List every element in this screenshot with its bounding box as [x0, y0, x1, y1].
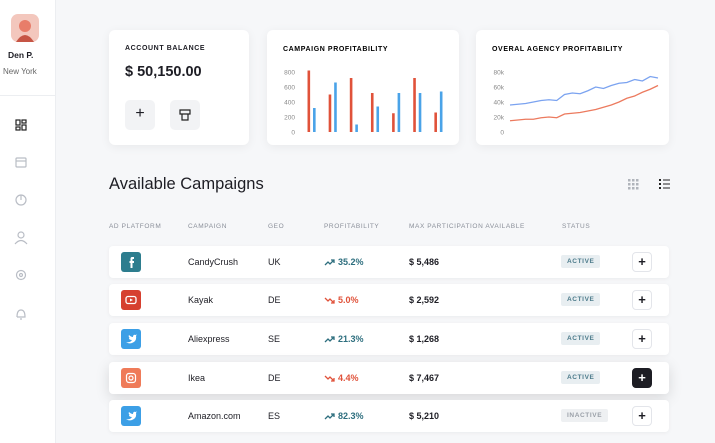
avatar	[11, 14, 39, 42]
y-tick-label: 600	[284, 85, 295, 92]
trend-arrow	[324, 413, 335, 420]
sidebar: Den P. New York	[0, 0, 56, 443]
column-header[interactable]: PROFITABILITY	[324, 223, 380, 230]
add-button[interactable]: +	[632, 252, 652, 272]
geo: DE	[268, 373, 281, 383]
y-tick-label: 0	[500, 130, 504, 137]
max-participation: $ 5,486	[409, 257, 440, 267]
balance-card: ACCOUNT BALANCE $ 50,150.00 +	[109, 30, 249, 145]
chart-title: CAMPAIGN PROFITABILITY	[283, 46, 388, 53]
view-toggle[interactable]	[626, 177, 676, 191]
platform-icon	[121, 290, 141, 310]
campaign-row[interactable]: CandyCrush UK 35.2% $ 5,486 ACTIVE +	[109, 246, 669, 278]
campaign-row[interactable]: Amazon.com ES 82.3% $ 5,210 INACTIVE +	[109, 400, 669, 432]
column-header[interactable]: MAX PARTICIPATION AVAILABLE	[409, 223, 525, 230]
campaign-name: Amazon.com	[188, 411, 241, 421]
bar	[334, 82, 337, 132]
column-header[interactable]: CAMPAIGN	[188, 223, 227, 230]
line	[509, 84, 659, 122]
campaign-name: Ikea	[188, 373, 206, 383]
geo: ES	[268, 411, 281, 421]
card-title: ACCOUNT BALANCE	[125, 45, 206, 52]
bar	[349, 78, 353, 132]
y-tick-label: 200	[284, 115, 295, 122]
divider	[0, 95, 55, 96]
y-tick-label: 80k	[494, 70, 505, 77]
bar	[434, 112, 437, 132]
profitability: 82.3%	[338, 411, 364, 421]
platform-icon	[121, 368, 141, 388]
max-participation: $ 1,268	[409, 334, 440, 344]
bar	[439, 91, 443, 132]
nav-icons[interactable]	[0, 110, 55, 330]
status-badge: ACTIVE	[561, 371, 601, 384]
profitability: 5.0%	[338, 295, 359, 305]
y-tick-label: 0	[291, 130, 295, 137]
bar	[313, 108, 316, 132]
line-chart: OVERAL AGENCY PROFITABILITY 0 20k 40k 60k 80…	[492, 46, 659, 137]
profitability: 35.2%	[338, 257, 364, 267]
y-tick-label: 20k	[494, 115, 505, 122]
bar	[392, 113, 395, 132]
user-name: Den P.	[8, 50, 34, 60]
section-title: Available Campaigns	[109, 175, 264, 193]
chart-card: OVERAL AGENCY PROFITABILITY 0 20k 40k 60k 80…	[476, 30, 669, 145]
geo: UK	[268, 257, 281, 267]
max-participation: $ 2,592	[409, 295, 440, 305]
bar	[370, 93, 374, 132]
chart-card: CAMPAIGN PROFITABILITY 0 200 400 600 800	[267, 30, 459, 145]
bar	[413, 78, 416, 132]
bar	[355, 124, 358, 132]
campaign-row[interactable]: Aliexpress SE 21.3% $ 1,268 ACTIVE +	[109, 323, 669, 355]
bar	[418, 93, 422, 132]
platform-icon	[121, 329, 141, 349]
y-tick-label: 400	[284, 100, 295, 107]
bar	[328, 94, 332, 132]
status-badge: ACTIVE	[561, 255, 601, 268]
add-button[interactable]: +	[632, 368, 652, 388]
add-button[interactable]: +	[632, 329, 652, 349]
max-participation: $ 5,210	[409, 411, 440, 421]
status-badge: INACTIVE	[561, 409, 609, 422]
campaign-row[interactable]: Ikea DE 4.4% $ 7,467 ACTIVE +	[109, 362, 669, 394]
status-badge: ACTIVE	[561, 332, 601, 345]
add-button[interactable]: +	[632, 290, 652, 310]
platform-icon	[121, 252, 141, 272]
trend-arrow	[324, 375, 335, 382]
campaign-name: CandyCrush	[188, 257, 239, 267]
max-participation: $ 7,467	[409, 373, 440, 383]
bar	[307, 70, 311, 132]
column-header[interactable]: AD PLATFORM	[109, 223, 162, 230]
geo: SE	[268, 334, 281, 344]
balance-amount: $ 50,150.00	[125, 64, 202, 80]
column-header[interactable]: GEO	[268, 223, 285, 230]
chart-title: OVERAL AGENCY PROFITABILITY	[492, 46, 623, 53]
trend-arrow	[324, 297, 335, 304]
user-location: New York	[3, 67, 37, 76]
bar	[397, 93, 401, 132]
trend-arrow	[324, 336, 335, 343]
bar	[376, 106, 380, 132]
profitability: 21.3%	[338, 334, 364, 344]
y-tick-label: 800	[284, 70, 295, 77]
withdraw-button[interactable]	[170, 100, 200, 130]
add-button[interactable]: +	[125, 100, 155, 130]
line	[509, 75, 659, 106]
campaign-name: Aliexpress	[188, 334, 230, 344]
bar-chart: CAMPAIGN PROFITABILITY 0 200 400 600 800	[283, 46, 443, 137]
campaign-row[interactable]: Kayak DE 5.0% $ 2,592 ACTIVE +	[109, 284, 669, 316]
trend-arrow	[324, 259, 335, 266]
add-button[interactable]: +	[632, 406, 652, 426]
geo: DE	[268, 295, 281, 305]
status-badge: ACTIVE	[561, 293, 601, 306]
platform-icon	[121, 406, 141, 426]
y-tick-label: 40k	[494, 100, 505, 107]
campaign-name: Kayak	[188, 295, 214, 305]
y-tick-label: 60k	[494, 85, 505, 92]
column-header[interactable]: STATUS	[562, 223, 591, 230]
profitability: 4.4%	[338, 373, 359, 383]
